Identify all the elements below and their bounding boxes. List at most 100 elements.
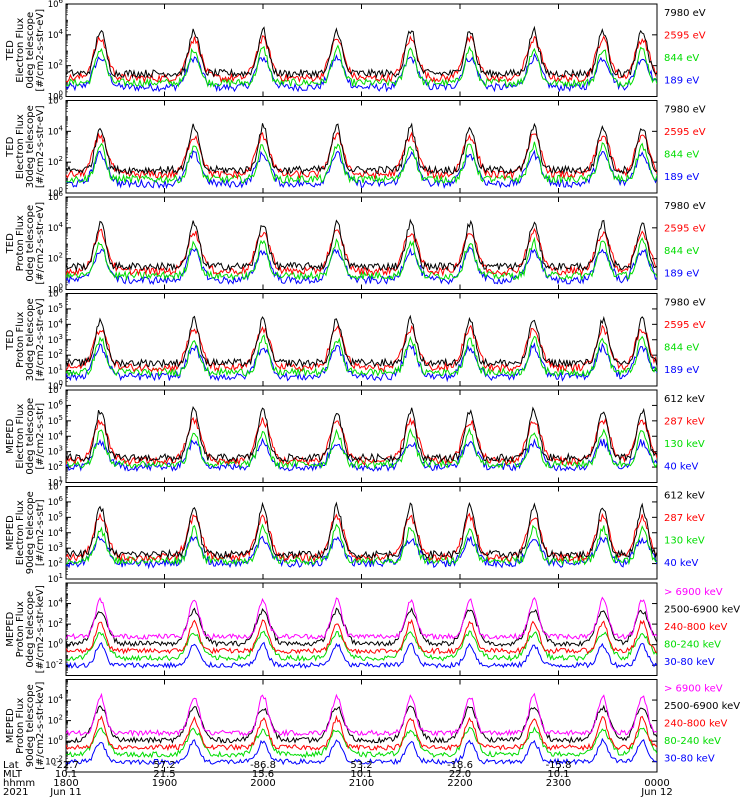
panel-7: 10-2 100 102 104 MEPED Proton Flux 0deg telesc… bbox=[5, 582, 740, 676]
legend-entry: 7980 eV bbox=[664, 8, 706, 19]
y-tick-label: 106 bbox=[48, 0, 64, 10]
x-tick-label: 2200 bbox=[447, 778, 472, 789]
series-line bbox=[66, 437, 657, 473]
series-line bbox=[66, 122, 657, 176]
x-tick-label: -15.8 bbox=[546, 760, 572, 771]
x-tick-label: 2000 bbox=[250, 778, 275, 789]
y-tick-label: 106 bbox=[48, 495, 64, 508]
x-row-label: MLT bbox=[3, 769, 23, 780]
x-tick-label: -22.7 bbox=[53, 760, 79, 771]
y-tick-label: 102 bbox=[48, 557, 63, 570]
legend-entry: 189 eV bbox=[664, 365, 699, 376]
series-line bbox=[66, 405, 657, 464]
legend-entry: 189 eV bbox=[664, 269, 699, 280]
series-line bbox=[66, 618, 657, 655]
y-tick-label: 103 bbox=[48, 541, 63, 554]
y-axis-label: 90deg telescope bbox=[25, 491, 36, 574]
traces bbox=[66, 122, 657, 190]
y-axis-label: 30deg telescope bbox=[25, 298, 36, 381]
series-line bbox=[66, 218, 657, 272]
x-tick-label: 53.2 bbox=[350, 760, 372, 771]
legend-entry: 80-240 keV bbox=[664, 640, 721, 651]
series-line bbox=[66, 596, 657, 641]
y-tick-label: 104 bbox=[48, 124, 64, 137]
series-line bbox=[66, 25, 657, 79]
traces bbox=[66, 692, 657, 766]
x-row-label: hhmm bbox=[3, 778, 35, 789]
legend-entry: 130 keV bbox=[664, 439, 705, 450]
legend-entry: 844 eV bbox=[664, 343, 699, 354]
y-axis-label: Proton Flux bbox=[15, 698, 26, 754]
series-line bbox=[66, 44, 657, 89]
legend-entry: 7980 eV bbox=[664, 201, 706, 212]
series-line bbox=[66, 35, 657, 84]
y-axis-label: Proton Flux bbox=[15, 312, 26, 368]
legend-entry: 2595 eV bbox=[664, 320, 706, 331]
legend-entry: 2595 eV bbox=[664, 31, 706, 42]
y-axis-label: [#/cm2-s-str] bbox=[35, 499, 46, 566]
series-line bbox=[66, 149, 657, 190]
series-line bbox=[66, 427, 657, 470]
legend-entry: 30-80 keV bbox=[664, 754, 715, 765]
x-tick-label: 2100 bbox=[349, 778, 374, 789]
y-axis-label: TED bbox=[5, 329, 16, 350]
y-tick-label: 102 bbox=[48, 59, 63, 72]
y-axis-label: 0deg telescope bbox=[25, 12, 36, 89]
legend-entry: 7980 eV bbox=[664, 105, 706, 116]
y-axis-label: Electron Flux bbox=[15, 18, 26, 83]
y-axis-label: 90deg telescope bbox=[25, 684, 36, 767]
panel-frame bbox=[65, 679, 658, 773]
panel-frame bbox=[65, 582, 658, 676]
y-tick-label: 102 bbox=[48, 252, 63, 265]
y-tick-label: 104 bbox=[48, 526, 64, 539]
y-tick-label: 102 bbox=[48, 155, 63, 168]
y-tick-label: 104 bbox=[48, 28, 64, 41]
y-axis-label: [#/cm2-s-str-keV] bbox=[35, 585, 46, 673]
y-axis-label: Proton Flux bbox=[15, 601, 26, 657]
legend-entry: 844 eV bbox=[664, 53, 699, 64]
x-tick-label: 0000 bbox=[644, 778, 669, 789]
series-line bbox=[66, 726, 657, 759]
x-tick-label: -18.6 bbox=[447, 760, 473, 771]
x-tick-label: Jun 12 bbox=[640, 787, 673, 798]
legend-entry: 287 keV bbox=[664, 513, 705, 524]
y-tick-label: 102 bbox=[48, 714, 63, 727]
traces bbox=[66, 596, 657, 669]
legend-entry: 287 keV bbox=[664, 417, 705, 428]
legend-entry: 2500-6900 keV bbox=[664, 605, 740, 616]
series-line bbox=[66, 314, 657, 369]
panel-frame bbox=[65, 100, 658, 194]
traces bbox=[66, 218, 657, 286]
y-axis-label: Electron Flux bbox=[15, 114, 26, 179]
series-line bbox=[66, 714, 657, 752]
x-tick-label: -86.8 bbox=[250, 760, 276, 771]
x-tick-label: 10.1 bbox=[55, 769, 77, 780]
series-line bbox=[66, 416, 657, 467]
x-tick-label: 2300 bbox=[546, 778, 571, 789]
y-axis-label: [#/cm2-s-str] bbox=[35, 403, 46, 470]
x-tick-label: 22.0 bbox=[449, 769, 471, 780]
series-line bbox=[66, 630, 657, 662]
series-line bbox=[66, 523, 657, 567]
x-tick-label: 21.5 bbox=[153, 769, 175, 780]
series-line bbox=[66, 227, 657, 277]
y-axis-label: 30deg telescope bbox=[25, 105, 36, 188]
y-tick-label: 102 bbox=[48, 617, 63, 630]
y-tick-label: 103 bbox=[48, 445, 63, 458]
legend-entry: 2595 eV bbox=[664, 127, 706, 138]
y-axis-label: TED bbox=[5, 40, 16, 61]
legend-entry: 612 keV bbox=[664, 394, 705, 405]
y-axis-label: 0deg telescope bbox=[25, 205, 36, 282]
y-axis-label: Electron Flux bbox=[15, 404, 26, 469]
y-axis-label: MEPED bbox=[5, 515, 16, 550]
series-line bbox=[66, 131, 657, 181]
